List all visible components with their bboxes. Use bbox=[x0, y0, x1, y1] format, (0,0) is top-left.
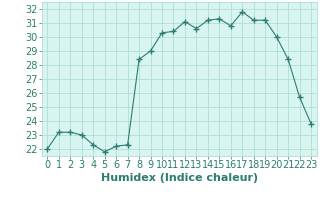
X-axis label: Humidex (Indice chaleur): Humidex (Indice chaleur) bbox=[100, 173, 258, 183]
